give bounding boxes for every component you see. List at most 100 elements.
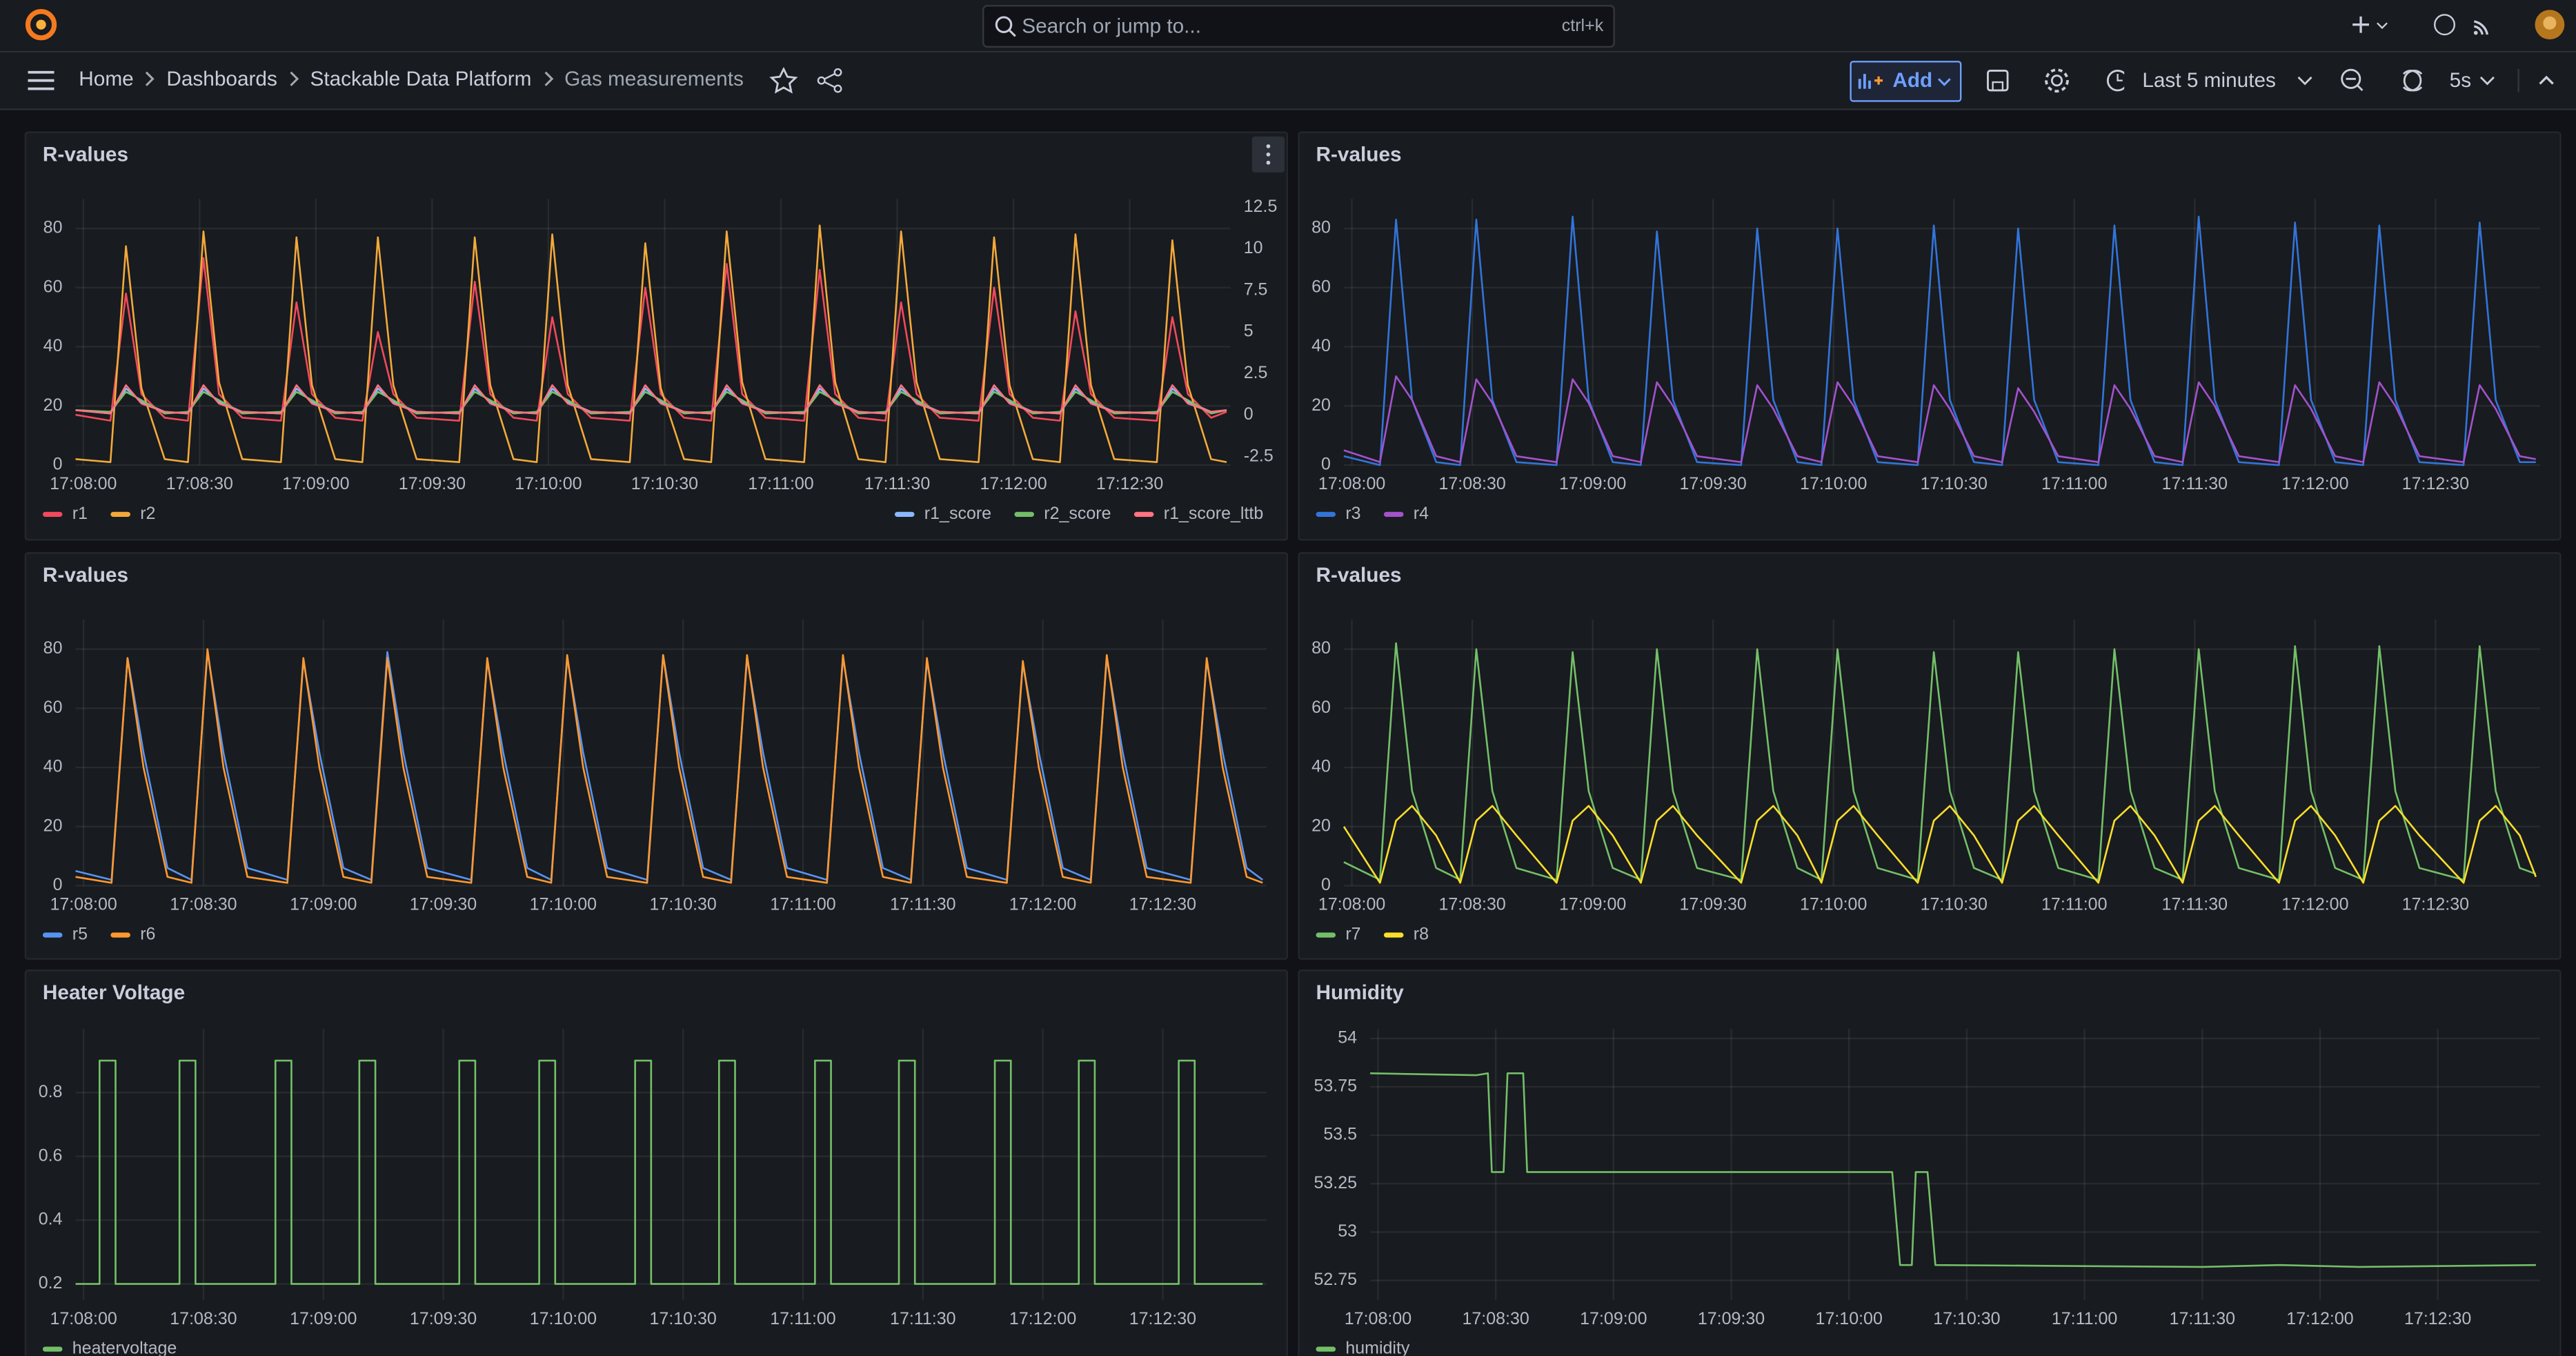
legend-label[interactable]: r2 (140, 504, 155, 523)
x-tick-label: 17:11:30 (2162, 474, 2228, 493)
y-tick-label: 60 (43, 698, 63, 717)
y-tick-label: 80 (1311, 218, 1331, 237)
breadcrumb[interactable]: Home (79, 67, 134, 90)
legend-label[interactable]: r1_score_lttb (1164, 504, 1264, 523)
y-tick-label: 60 (1311, 698, 1331, 717)
panel-title: Humidity (1316, 981, 1404, 1005)
x-tick-label: 17:08:30 (170, 895, 237, 914)
menu-icon[interactable] (28, 69, 55, 92)
x-tick-label: 17:10:00 (530, 895, 597, 914)
series-line (75, 648, 1263, 884)
series-line (75, 224, 1227, 463)
x-tick-label: 17:08:00 (1318, 895, 1385, 914)
x-tick-label: 17:12:30 (2402, 895, 2469, 914)
series-line (1343, 642, 2537, 881)
top-actions[interactable] (2346, 10, 2568, 43)
x-tick-label: 17:11:00 (2052, 1309, 2117, 1328)
save-settings-icons[interactable] (1985, 66, 2125, 95)
top-bar: Search or jump to... ctrl+k (0, 0, 2576, 53)
y-tick-label: 0 (1321, 875, 1331, 894)
y-tick-label: 0 (1321, 455, 1331, 474)
x-tick-label: 17:10:00 (530, 1309, 597, 1328)
x-tick-label: 17:09:30 (1680, 895, 1747, 914)
time-controls[interactable] (2295, 66, 2435, 95)
y-tick-label: 40 (43, 336, 63, 355)
y-tick-label: 0.2 (39, 1273, 63, 1293)
chart: 0 20 40 60 80 -2.5 0 2.5 5 7.5 10 12.5 17:08:00 17:08… (42, 197, 1277, 523)
chevron (146, 71, 155, 86)
x-tick-label: 17:10:00 (1800, 474, 1867, 493)
chart: 0 20 40 60 80 17:08:00 17:08:30 17:09:00 17:09:3… (1311, 619, 2540, 944)
x-tick-label: 17:10:00 (515, 474, 582, 493)
add-icon (1858, 74, 1883, 89)
menu-dot (1266, 152, 1271, 157)
panel-title: R-values (42, 143, 129, 166)
search-box[interactable]: Search or jump to... ctrl+k (982, 5, 1615, 48)
breadcrumb[interactable]: Gas measurements (564, 67, 744, 90)
y2-tick-label: 2.5 (1244, 363, 1268, 382)
time-range[interactable]: Last 5 minutes (2142, 69, 2276, 92)
dashboard-actions[interactable] (769, 67, 847, 94)
legend-swatch (1316, 932, 1336, 938)
x-tick-label: 17:10:30 (1933, 1309, 2000, 1328)
legend-label[interactable]: heatervoltage (72, 1339, 177, 1356)
x-tick-label: 17:10:00 (1816, 1309, 1883, 1328)
chevron (1937, 78, 1951, 86)
x-tick-label: 17:08:30 (1438, 474, 1505, 493)
series-line (75, 651, 1264, 881)
add-label: Add (1892, 69, 1933, 92)
legend-label[interactable]: r4 (1414, 504, 1429, 523)
y2-tick-label: 0 (1244, 404, 1254, 424)
y2-tick-label: 10 (1244, 238, 1263, 257)
y2-tick-label: -2.5 (1244, 446, 1274, 465)
x-tick-label: 17:09:00 (290, 895, 357, 914)
legend-label[interactable]: r5 (72, 925, 88, 944)
x-tick-label: 17:09:00 (1580, 1309, 1647, 1328)
legend-label[interactable]: r6 (140, 925, 155, 944)
legend-label[interactable]: r1_score (924, 504, 991, 523)
series-line (1343, 375, 2537, 463)
refresh-interval[interactable]: 5s (2449, 69, 2472, 92)
chart: 0 20 40 60 80 17:08:00 17:08:30 17:09:00 17:09:3… (1311, 199, 2540, 523)
breadcrumb[interactable]: Dashboards (166, 67, 277, 90)
x-tick-label: 17:09:30 (1680, 474, 1747, 493)
breadcrumb[interactable]: Stackable Data Platform (310, 67, 532, 90)
chart: 0.2 0.4 0.6 0.8 17:08:00 17:08:30 17:09:00 17:0… (39, 1028, 1267, 1356)
refresh-controls[interactable] (2477, 66, 2568, 95)
y2-tick-label: 5 (1244, 322, 1254, 341)
legend-label[interactable]: humidity (1345, 1339, 1410, 1356)
x-tick-label: 17:09:30 (1698, 1309, 1765, 1328)
x-tick-label: 17:12:00 (2286, 1309, 2353, 1328)
breadcrumbs: Home Dashboards Stackable Data Platform Gas… (79, 68, 744, 90)
panel-menu[interactable] (1251, 136, 1285, 173)
x-tick-label: 17:10:30 (1921, 895, 1988, 914)
y-tick-label: 0.4 (39, 1210, 63, 1229)
x-tick-label: 17:11:30 (2170, 1309, 2235, 1328)
legend-label[interactable]: r2_score (1044, 504, 1111, 523)
x-tick-label: 17:09:00 (1559, 474, 1626, 493)
x-tick-label: 17:11:00 (770, 1309, 835, 1328)
y-tick-label: 53.5 (1323, 1125, 1357, 1144)
x-tick-label: 17:12:00 (2281, 895, 2348, 914)
legend-label[interactable]: r3 (1345, 504, 1360, 523)
legend-label[interactable]: r1 (72, 504, 88, 523)
panel: R-values 0 20 40 60 80 17:08:00 17:08:30 17:09:0… (24, 552, 1289, 960)
x-tick-label: 17:08:00 (1318, 474, 1385, 493)
search-shortcut: ctrl+k (1561, 16, 1604, 37)
y-tick-label: 40 (1311, 336, 1331, 355)
series-line (1370, 1072, 2536, 1268)
add-button[interactable]: Add (1850, 61, 1962, 102)
legend-label[interactable]: r7 (1345, 925, 1360, 944)
x-tick-label: 17:12:00 (1009, 895, 1076, 914)
grafana-logo[interactable] (23, 7, 59, 43)
y-tick-label: 80 (1311, 638, 1331, 658)
legend-label[interactable]: r8 (1414, 925, 1429, 944)
x-tick-label: 17:10:30 (650, 895, 717, 914)
legend-swatch (1316, 511, 1336, 517)
y-tick-label: 20 (1311, 395, 1331, 415)
panel-title: R-values (42, 563, 129, 587)
chart: 52.75 53 53.25 53.5 53.75 54 17:08:00 17:08:30 1… (1314, 1028, 2540, 1356)
y-tick-label: 0.6 (39, 1146, 63, 1165)
x-tick-label: 17:12:30 (2404, 1309, 2471, 1328)
